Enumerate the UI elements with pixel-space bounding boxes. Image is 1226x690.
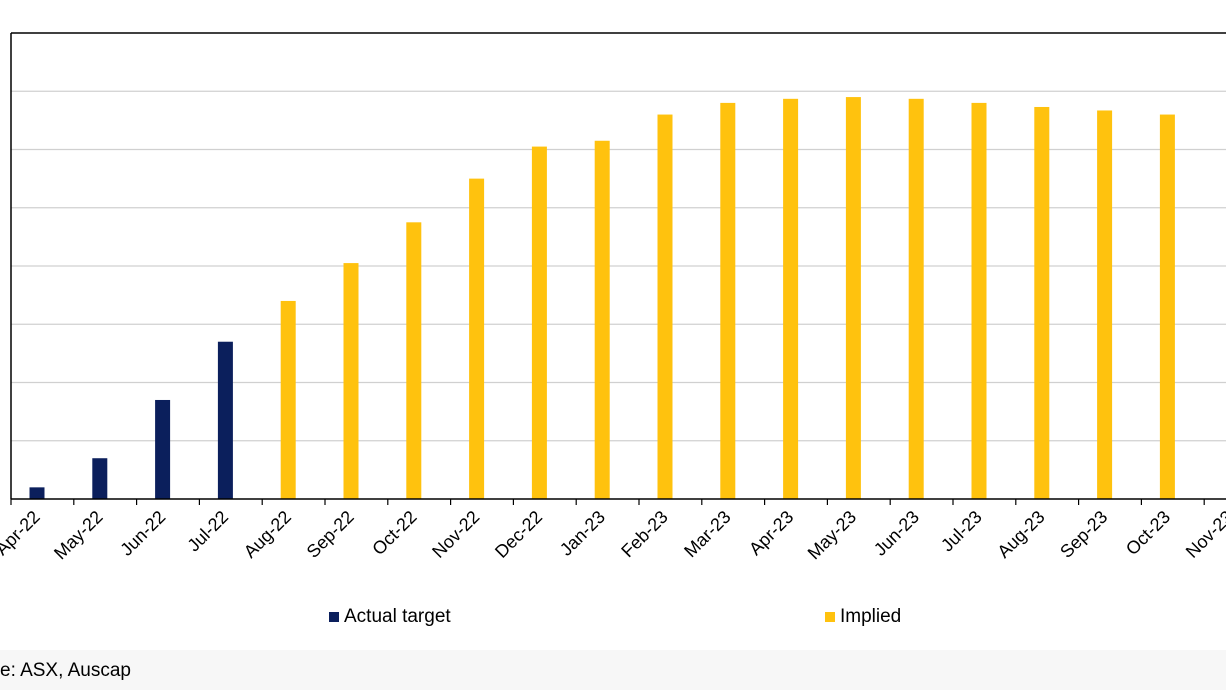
x-tick-label: May-22 — [50, 507, 107, 564]
bar-implied-oct-23 — [1159, 114, 1175, 500]
bar-implied-dec-22 — [531, 146, 547, 499]
bar-chart: Apr-22 May-22 Jun-22 Jul-22 Aug-22 Sep-22 Oct-… — [0, 32, 1226, 564]
x-tick-label: Sep-22 — [303, 507, 358, 562]
bar-actual-target-jun-22 — [155, 399, 171, 499]
x-tick-label: Aug-23 — [993, 507, 1048, 562]
x-tick-label: Jul-23 — [937, 507, 986, 556]
bar-implied-sep-22 — [343, 263, 359, 499]
bar-implied-apr-23 — [783, 98, 799, 499]
x-tick-label: Jun-23 — [870, 507, 923, 560]
x-tick-label: Nov-22 — [428, 507, 483, 562]
x-tick-label: Apr-22 — [0, 507, 44, 559]
legend-item-implied: Implied — [825, 606, 901, 628]
bars — [29, 97, 1175, 500]
x-axis-tick-labels: Apr-22 May-22 Jun-22 Jul-22 Aug-22 Sep-22 Oct-… — [0, 507, 1226, 564]
bar-implied-jan-23 — [594, 140, 610, 499]
legend-swatch-implied — [825, 612, 835, 622]
x-tick-label: May-23 — [804, 507, 861, 564]
footer: e: ASX, Auscap — [0, 650, 1226, 690]
bar-implied-jun-23 — [908, 98, 924, 499]
bar-implied-feb-23 — [657, 114, 673, 500]
x-tick-label: Feb-23 — [617, 507, 671, 561]
x-tick-label: Sep-23 — [1056, 507, 1111, 562]
bar-implied-oct-22 — [406, 222, 422, 499]
bar-implied-may-23 — [845, 97, 861, 499]
x-tick-label: Mar-23 — [680, 507, 734, 561]
bar-implied-nov-22 — [469, 178, 485, 499]
x-tick-label: Nov-23 — [1182, 507, 1226, 562]
bar-implied-jul-23 — [971, 102, 987, 500]
gridlines — [11, 90, 1226, 442]
x-tick-label: Jan-23 — [556, 507, 609, 560]
bar-actual-target-may-22 — [92, 458, 108, 499]
x-tick-label: Jun-22 — [116, 507, 169, 560]
x-tick-label: Oct-23 — [1122, 507, 1174, 559]
bar-implied-aug-22 — [280, 300, 296, 499]
source-note: e: ASX, Auscap — [0, 660, 131, 681]
x-tick-label: Oct-22 — [368, 507, 420, 559]
bar-implied-sep-23 — [1097, 110, 1113, 499]
legend-label-actual-target: Actual target — [344, 606, 451, 627]
x-tick-label: Dec-22 — [491, 507, 546, 562]
x-tick-label: Aug-22 — [240, 507, 295, 562]
legend-label-implied: Implied — [840, 606, 902, 627]
legend-swatch-actual-target — [329, 612, 339, 622]
bar-actual-target-apr-22 — [29, 487, 45, 499]
axes — [10, 32, 1226, 505]
bar-implied-mar-23 — [720, 102, 736, 500]
x-tick-label: Jul-22 — [183, 507, 232, 556]
legend-item-actual-target: Actual target — [329, 606, 451, 628]
bar-implied-aug-23 — [1034, 106, 1050, 499]
bar-actual-target-jul-22 — [217, 341, 233, 499]
x-tick-label: Apr-23 — [745, 507, 797, 559]
legend: Actual target Implied — [0, 606, 1226, 630]
